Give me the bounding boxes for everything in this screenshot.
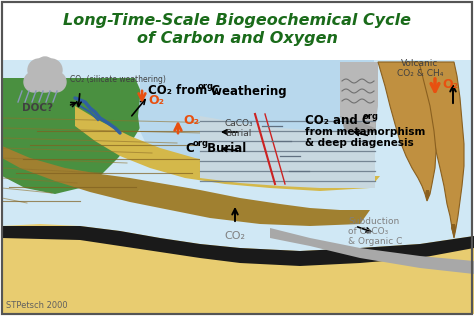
Polygon shape — [378, 62, 436, 201]
Text: STPetsch 2000: STPetsch 2000 — [6, 301, 68, 311]
Text: C: C — [185, 142, 194, 155]
Text: Burial: Burial — [225, 129, 251, 137]
Text: Burial: Burial — [203, 142, 246, 155]
Text: DOC?: DOC? — [22, 103, 53, 113]
Circle shape — [31, 64, 59, 92]
Text: O₂: O₂ — [183, 113, 199, 126]
Text: org: org — [363, 112, 379, 121]
Polygon shape — [340, 62, 378, 148]
Bar — [2, 60, 472, 314]
Circle shape — [36, 57, 54, 75]
Circle shape — [24, 72, 44, 92]
Polygon shape — [451, 224, 456, 238]
Polygon shape — [138, 60, 374, 188]
Text: CaCO₃: CaCO₃ — [225, 119, 254, 129]
Text: & deep diagenesis: & deep diagenesis — [305, 138, 414, 148]
Polygon shape — [2, 226, 474, 266]
Text: O₂: O₂ — [442, 77, 458, 90]
Text: weathering: weathering — [207, 84, 287, 98]
Polygon shape — [425, 190, 430, 201]
Circle shape — [40, 59, 62, 81]
Text: CO₂ and C: CO₂ and C — [305, 114, 371, 127]
Polygon shape — [2, 224, 474, 314]
Circle shape — [28, 59, 50, 81]
Polygon shape — [270, 228, 474, 274]
Text: CO₂ (silicate weathering): CO₂ (silicate weathering) — [70, 75, 166, 83]
Text: Volcanic: Volcanic — [401, 59, 439, 69]
Polygon shape — [340, 62, 378, 128]
Text: CO₂ & CH₄: CO₂ & CH₄ — [397, 69, 443, 77]
Polygon shape — [2, 60, 145, 194]
Text: & Organic C: & Organic C — [348, 236, 402, 246]
Text: CO₂: CO₂ — [225, 231, 246, 241]
Polygon shape — [75, 106, 380, 191]
Text: from metamorphism: from metamorphism — [305, 127, 425, 137]
Circle shape — [46, 72, 66, 92]
Text: org: org — [198, 82, 214, 91]
Polygon shape — [200, 116, 375, 188]
Text: of Carbon and Oxygen: of Carbon and Oxygen — [137, 32, 337, 46]
Text: Subduction: Subduction — [348, 216, 399, 226]
Text: O₂: O₂ — [148, 94, 164, 107]
Bar — [2, 2, 472, 60]
Text: org: org — [193, 139, 209, 148]
Text: Long-Time-Scale Biogeochemical Cycle: Long-Time-Scale Biogeochemical Cycle — [63, 14, 411, 28]
Polygon shape — [410, 62, 464, 238]
Text: CO₂ from C: CO₂ from C — [148, 84, 220, 98]
Polygon shape — [2, 146, 370, 226]
Text: of CaCO₃: of CaCO₃ — [348, 227, 388, 235]
